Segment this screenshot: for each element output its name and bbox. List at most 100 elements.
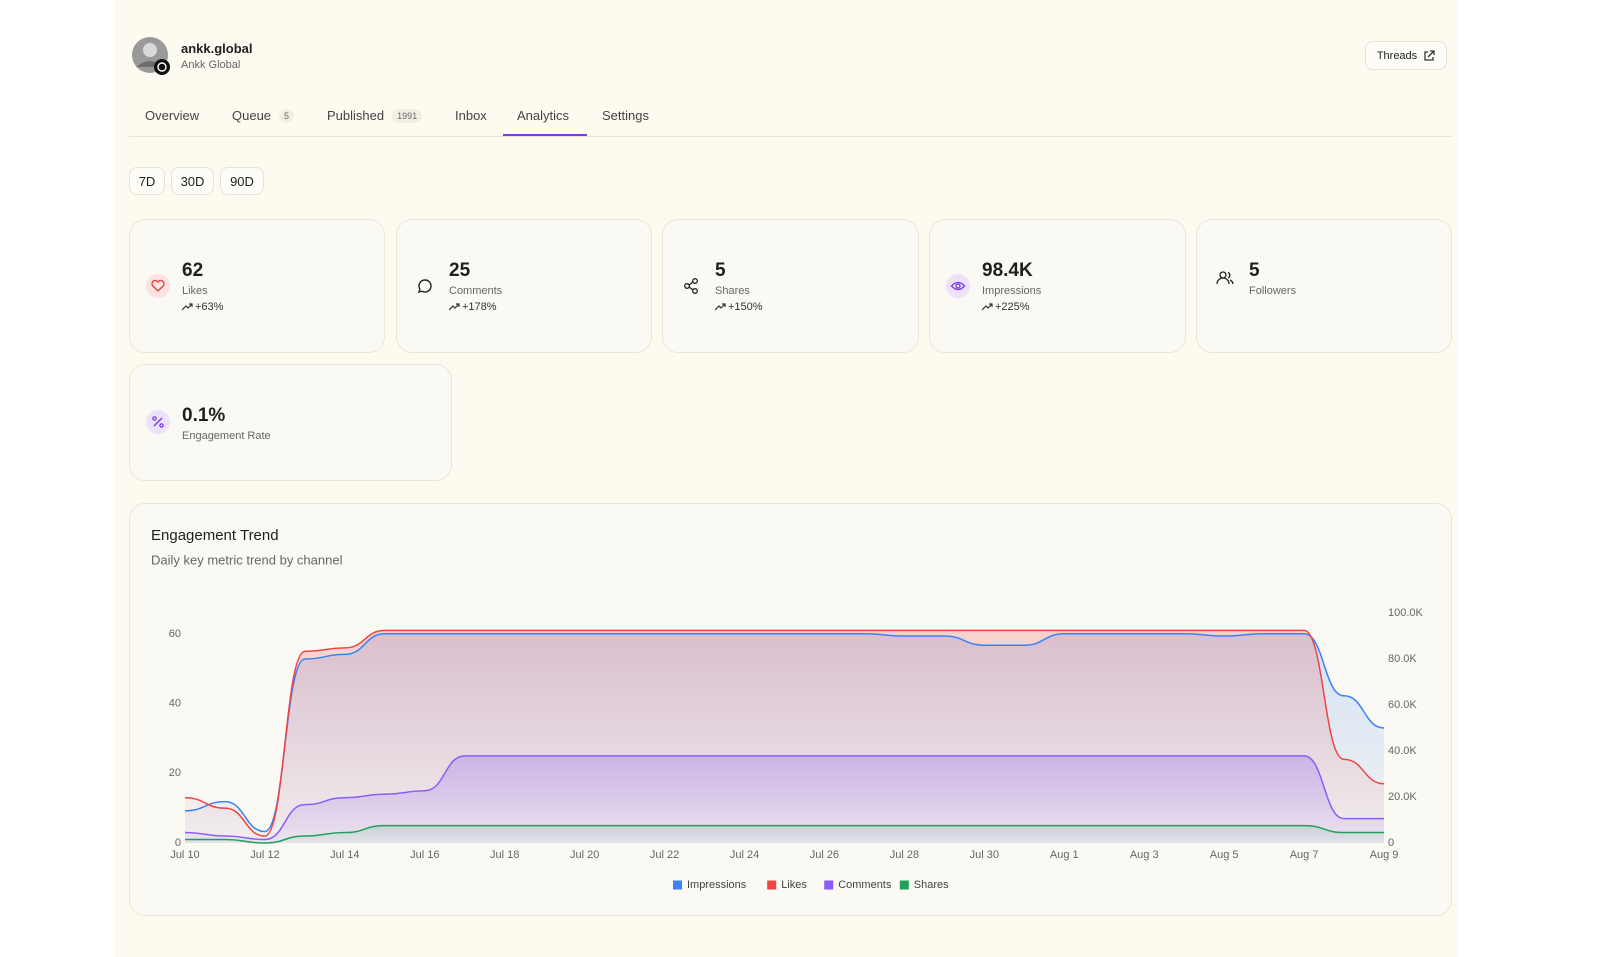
line	[184, 632, 1385, 833]
tab-label: Inbox	[455, 108, 487, 123]
x-tick-label: Aug 7	[1290, 849, 1319, 861]
x-tick-label: Jul 24	[730, 849, 759, 861]
x-tick-label: Jul 26	[810, 849, 839, 861]
x-tick-label: Jul 16	[410, 849, 439, 861]
tab-label: Analytics	[517, 108, 570, 123]
y2-tick-label: 0	[1388, 837, 1394, 849]
metric-card: 62 Likes +63%	[129, 219, 385, 353]
range-button[interactable]: 30D	[171, 167, 214, 195]
x-tick-label: Jul 20	[570, 849, 599, 861]
metric-change-text: +225%	[995, 301, 1030, 313]
tab-label: Published	[327, 108, 385, 123]
x-tick-label: Jul 10	[170, 849, 199, 861]
metric-label: Likes	[182, 285, 208, 297]
metric-label: Shares	[715, 285, 750, 297]
metric-card: 5 Followers	[1196, 219, 1452, 353]
account-subtitle: Ankk Global	[181, 59, 241, 71]
tab-divider	[129, 136, 1452, 137]
metric-card: 98.4K Impressions +225%	[929, 219, 1186, 353]
range-button[interactable]: 7D	[129, 167, 165, 195]
tab[interactable]: Overview	[145, 108, 199, 123]
external-icon	[1424, 49, 1435, 61]
chart-subtitle: Daily key metric trend by channel	[151, 552, 343, 567]
x-tick-label: Jul 12	[250, 849, 279, 861]
metric-value: 0.1%	[182, 405, 226, 426]
tab[interactable]: Queue 5	[232, 108, 295, 123]
metric-icon	[146, 274, 170, 298]
legend-swatch	[899, 880, 909, 890]
line	[184, 629, 1385, 837]
metric-change-text: +150%	[728, 301, 763, 313]
y2-tick-label: 100.0K	[1388, 607, 1424, 619]
metric-icon	[684, 278, 698, 294]
metric-icon	[946, 274, 970, 298]
legend-label: Comments	[838, 879, 892, 891]
metric-value: 5	[1249, 260, 1260, 281]
metric-change: +150%	[715, 301, 763, 313]
legend-label: Shares	[914, 879, 949, 891]
metric-change: +63%	[182, 301, 223, 313]
metric-icon	[1216, 271, 1234, 285]
metric-label: Impressions	[982, 285, 1042, 297]
metric-icon	[146, 410, 170, 434]
x-tick-label: Jul 18	[490, 849, 519, 861]
x-tick-label: Aug 5	[1210, 849, 1239, 861]
range-button[interactable]: 90D	[220, 167, 264, 195]
y2-tick-label: 20.0K	[1388, 791, 1417, 803]
metric-card: 5 Shares +150%	[662, 219, 919, 353]
y-tick-label: 60	[169, 628, 181, 640]
tab[interactable]: Inbox	[455, 108, 487, 123]
tab-indicator	[503, 134, 587, 136]
tab-label: Queue	[232, 108, 272, 123]
metric-card: 0.1% Engagement Rate	[129, 364, 452, 481]
legend-label: Likes	[781, 879, 807, 891]
legend-label: Impressions	[687, 879, 747, 891]
tab-badge: 1991	[392, 108, 423, 123]
metric-value: 62	[182, 260, 204, 281]
tab-badge: 5	[279, 108, 295, 123]
x-tick-label: Aug 9	[1370, 849, 1399, 861]
y-tick-label: 0	[175, 837, 181, 849]
metric-change-text: +178%	[462, 301, 497, 313]
chart-title: Engagement Trend	[151, 527, 279, 544]
tab[interactable]: Settings	[602, 108, 649, 123]
x-tick-label: Aug 1	[1050, 849, 1079, 861]
metric-label: Comments	[449, 285, 503, 297]
y2-tick-label: 60.0K	[1388, 699, 1417, 711]
x-tick-label: Aug 3	[1130, 849, 1159, 861]
tab[interactable]: Published 1991	[327, 108, 423, 123]
legend-swatch	[673, 880, 682, 890]
x-tick-label: Jul 22	[650, 849, 679, 861]
tab[interactable]: Analytics	[517, 108, 569, 123]
metric-icon	[418, 279, 432, 293]
legend-swatch	[767, 880, 777, 890]
external-link-label: Threads	[1376, 49, 1418, 62]
line	[184, 824, 1384, 844]
metric-change: +225%	[982, 301, 1030, 313]
metric-value: 5	[715, 260, 726, 281]
tab-label: Overview	[145, 108, 200, 123]
line	[184, 755, 1384, 841]
metric-label: Followers	[1249, 285, 1297, 297]
area	[185, 755, 1384, 843]
metric-change-text: +63%	[195, 301, 224, 313]
y2-tick-label: 40.0K	[1388, 745, 1417, 757]
tab-label: Settings	[602, 108, 649, 123]
x-tick-label: Jul 28	[890, 849, 919, 861]
metric-value: 98.4K	[982, 260, 1033, 281]
metric-change: +178%	[449, 301, 497, 313]
external-link[interactable]: Threads	[1365, 41, 1447, 70]
metric-card: 25 Comments +178%	[396, 219, 652, 353]
y-tick-label: 40	[169, 698, 181, 710]
metric-value: 25	[449, 260, 471, 281]
account-name: ankk.global	[181, 41, 253, 56]
x-tick-label: Jul 30	[970, 849, 999, 861]
y-tick-label: 20	[169, 767, 181, 779]
metric-label: Engagement Rate	[182, 430, 271, 442]
legend-swatch	[824, 880, 834, 890]
x-tick-label: Jul 14	[330, 849, 359, 861]
avatar[interactable]	[130, 35, 174, 79]
y2-tick-label: 80.0K	[1388, 653, 1417, 665]
